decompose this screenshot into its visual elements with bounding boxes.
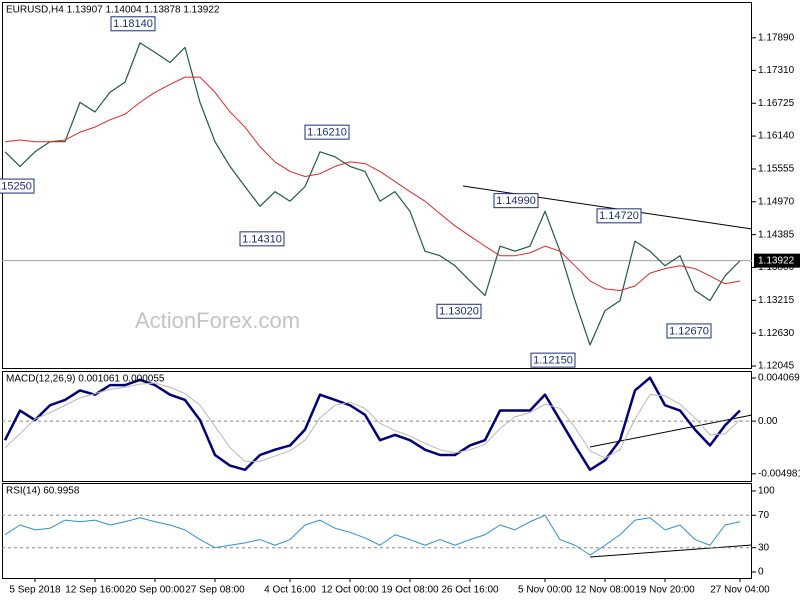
price-annotation-box: [110, 16, 156, 32]
rsi-panel: [2, 483, 752, 579]
x-tick-label: 27 Nov 04:00: [710, 585, 770, 596]
y-tick-label: 1.12045: [758, 361, 795, 372]
panel-title: MACD(12,26,9) 0.001061 0.000055: [6, 374, 165, 385]
price-annotation: 1.13020: [439, 306, 479, 318]
macd-panel: [2, 371, 752, 482]
y-tick-label: 1.12630: [758, 328, 795, 339]
y-tick-label: 1.17890: [758, 32, 795, 43]
y-tick-label: 1.16140: [758, 131, 795, 142]
last-price-label: 1.13922: [758, 255, 795, 266]
series-line: [4, 514, 741, 556]
price-annotation-box: [530, 352, 576, 368]
y-tick-label: 30: [758, 542, 770, 553]
trend-line: [589, 414, 753, 448]
y-tick-label: 70: [758, 510, 770, 521]
x-tick-label: 5 Sep 2018: [9, 585, 61, 596]
price-annotation-box: [493, 193, 539, 209]
series-line: [4, 42, 741, 346]
series-line: [4, 382, 741, 462]
price-annotation: 1.14720: [599, 210, 639, 222]
x-tick-label: 19 Oct 08:00: [381, 585, 439, 596]
price-annotation: 1.15250: [0, 180, 32, 192]
price-annotation: 1.18140: [113, 18, 153, 30]
x-tick-label: 19 Nov 20:00: [635, 585, 695, 596]
x-tick-label: 12 Sep 16:00: [65, 585, 125, 596]
x-tick-label: 20 Sep 00:00: [125, 585, 185, 596]
price-annotation-box: [436, 303, 482, 319]
price-annotation-box: [0, 178, 35, 194]
y-tick-label: 1.14385: [758, 229, 795, 240]
x-tick-label: 27 Sep 08:00: [185, 585, 245, 596]
y-tick-label: 100: [758, 486, 775, 497]
price-annotation-box: [596, 208, 642, 224]
y-tick-label: 1.14970: [758, 196, 795, 207]
y-tick-label: 1.15555: [758, 164, 795, 175]
panel-title: EURUSD,H4 1.13907 1.14004 1.13878 1.1392…: [6, 5, 220, 16]
y-tick-label: -0.004981: [758, 468, 800, 479]
price-annotation: 1.12670: [669, 325, 709, 337]
trend-line: [589, 544, 753, 558]
x-tick-label: 4 Oct 16:00: [264, 585, 316, 596]
series-line: [4, 76, 741, 292]
y-tick-label: 0: [758, 567, 764, 578]
y-tick-label: 1.17310: [758, 65, 795, 76]
price-annotation: 1.14990: [496, 195, 536, 207]
x-tick-label: 12 Oct 00:00: [321, 585, 379, 596]
price-annotation-box: [666, 323, 712, 339]
series-line: [3, 376, 741, 472]
x-tick-label: 26 Oct 16:00: [441, 585, 499, 596]
last-price-box: [754, 253, 800, 268]
price-annotation: 1.12150: [533, 355, 573, 367]
y-tick-label: 0.004069: [758, 373, 800, 384]
price-annotation: 1.16210: [307, 127, 347, 139]
y-tick-label: 1.16725: [758, 98, 795, 109]
x-tick-label: 12 Nov 08:00: [575, 585, 635, 596]
watermark: ActionForex.com: [135, 308, 300, 333]
price-annotation: 1.14310: [242, 233, 282, 245]
x-tick-label: 5 Nov 00:00: [518, 585, 572, 596]
panel-title: RSI(14) 60.9958: [6, 486, 80, 497]
price-annotation-box: [239, 231, 285, 247]
y-tick-label: 0.00: [758, 416, 778, 427]
price-annotation-box: [304, 124, 350, 140]
y-tick-label: 1.13215: [758, 295, 795, 306]
